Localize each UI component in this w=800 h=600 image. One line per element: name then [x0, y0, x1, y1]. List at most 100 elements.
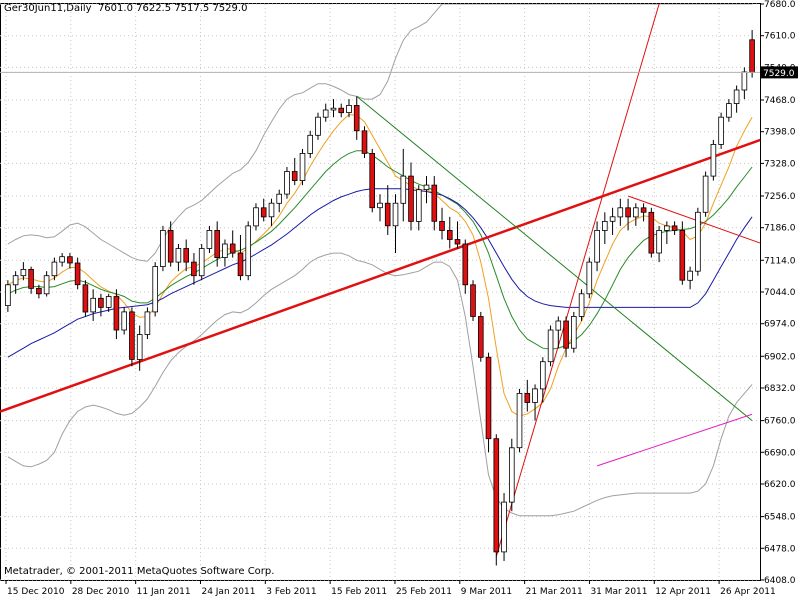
y-tick-label: 7328.0 [764, 159, 796, 169]
candle-body [353, 105, 360, 132]
y-tick-label: 7114.0 [764, 256, 796, 266]
candle-body [222, 243, 228, 259]
x-tick-label: 15 Dec 2010 [7, 587, 65, 597]
candle-body [640, 207, 647, 213]
candle-body [361, 130, 368, 154]
candle-body [679, 229, 686, 281]
candle-body [477, 316, 484, 358]
x-tick-label: 12 Apr 2011 [655, 587, 711, 597]
candle-body [702, 175, 709, 213]
y-tick-label: 6408.0 [764, 576, 796, 586]
candle-body [516, 392, 523, 449]
x-tick-label: 3 Feb 2011 [266, 587, 316, 597]
y-tick-label: 7468.0 [764, 96, 796, 106]
candle-body [214, 229, 221, 258]
candle-body [12, 275, 19, 286]
y-tick-label: 7610.0 [764, 32, 796, 42]
candle-body [307, 134, 313, 154]
candle-body [648, 211, 655, 254]
candle-body [206, 229, 213, 249]
candle-body [555, 320, 562, 331]
trend_red-trendline [495, 4, 660, 557]
candle-body [439, 220, 445, 231]
y-tick-label: 6478.0 [764, 544, 796, 554]
candle-body [733, 89, 740, 105]
x-tick-label: 31 Mar 2011 [590, 587, 647, 597]
candle-body [160, 229, 166, 267]
trend_magenta-trendline [596, 413, 753, 467]
candle-body [90, 297, 97, 313]
y-tick-label: 7398.0 [764, 128, 796, 138]
candle-body [415, 189, 422, 222]
moving-averages [7, 113, 753, 417]
candle-body [28, 268, 34, 289]
candle-body [377, 202, 383, 209]
y-tick-label: 6548.0 [764, 513, 796, 523]
candle-body [268, 202, 275, 218]
copyright-label: Metatrader, © 2001-2011 MetaQuotes Softw… [4, 566, 275, 577]
candle-body [493, 438, 500, 553]
candle-body [540, 361, 546, 390]
x-tick-label: 28 Dec 2010 [72, 587, 130, 597]
candle-body [625, 207, 631, 218]
candle-body [113, 296, 120, 331]
y-tick-label: 6902.0 [764, 352, 796, 362]
chart-header: Ger30Jun11,Daily 7601.0 7622.5 7517.5 75… [4, 3, 247, 14]
candle-body [446, 229, 453, 240]
candle-body [338, 107, 344, 114]
candle-body [229, 243, 236, 254]
candle-body [129, 311, 135, 360]
candle-body [454, 239, 461, 245]
x-tick-label: 11 Jan 2011 [137, 587, 191, 597]
candle-body [508, 447, 515, 503]
x-tick-label: 9 Mar 2011 [461, 587, 512, 597]
candle-body [144, 311, 151, 335]
x-tick-label: 24 Jan 2011 [201, 587, 255, 597]
candle-body [609, 216, 616, 222]
candle-body [59, 256, 65, 263]
candle-body [501, 501, 507, 553]
candle-body [36, 287, 42, 295]
time-axis: 15 Dec 2010 28 Dec 2010 11 Jan 2011 24 Jan … [5, 580, 776, 597]
ohlc-readout: 7601.0 7622.5 7517.5 7529.0 [97, 3, 248, 14]
trend_green-trendline [356, 95, 753, 421]
candle-body [741, 71, 748, 91]
x-tick-label: 25 Feb 2011 [396, 587, 452, 597]
y-tick-label: 6690.0 [764, 448, 796, 458]
candle-body [547, 329, 554, 363]
candle-body [175, 248, 182, 263]
candle-body [98, 297, 104, 308]
x-tick-label: 21 Mar 2011 [526, 587, 583, 597]
candle-body [136, 334, 143, 360]
candle-body [369, 152, 375, 209]
price-axis: 7680.07610.07540.07468.07398.07328.07256… [760, 0, 796, 586]
candle-body [5, 284, 11, 306]
candle-body [299, 152, 306, 181]
candle-body [167, 229, 174, 263]
candle-body [315, 116, 321, 136]
symbol-label: Ger30Jun11,Daily [4, 3, 92, 14]
candle-body [524, 392, 531, 403]
y-tick-label: 7186.0 [764, 224, 796, 234]
candle-body [485, 356, 492, 440]
candle-body [291, 171, 298, 182]
candle-body [82, 284, 89, 313]
ma_fast-line [7, 113, 753, 417]
y-tick-label: 6760.0 [764, 417, 796, 427]
candle-body [586, 261, 593, 295]
candle-body [276, 193, 282, 204]
candle-body [633, 207, 639, 218]
candle-body [121, 311, 128, 331]
candle-body [664, 225, 670, 231]
trendlines[interactable] [0, 4, 791, 557]
candle-body [74, 262, 81, 286]
ma_mid-line [7, 150, 753, 350]
candle-body [198, 248, 205, 277]
candle-body [260, 207, 267, 218]
candle-body [51, 261, 58, 277]
candle-body [671, 225, 678, 231]
candle-body [687, 270, 693, 281]
candle-body [400, 175, 407, 204]
candle-body [392, 202, 399, 227]
